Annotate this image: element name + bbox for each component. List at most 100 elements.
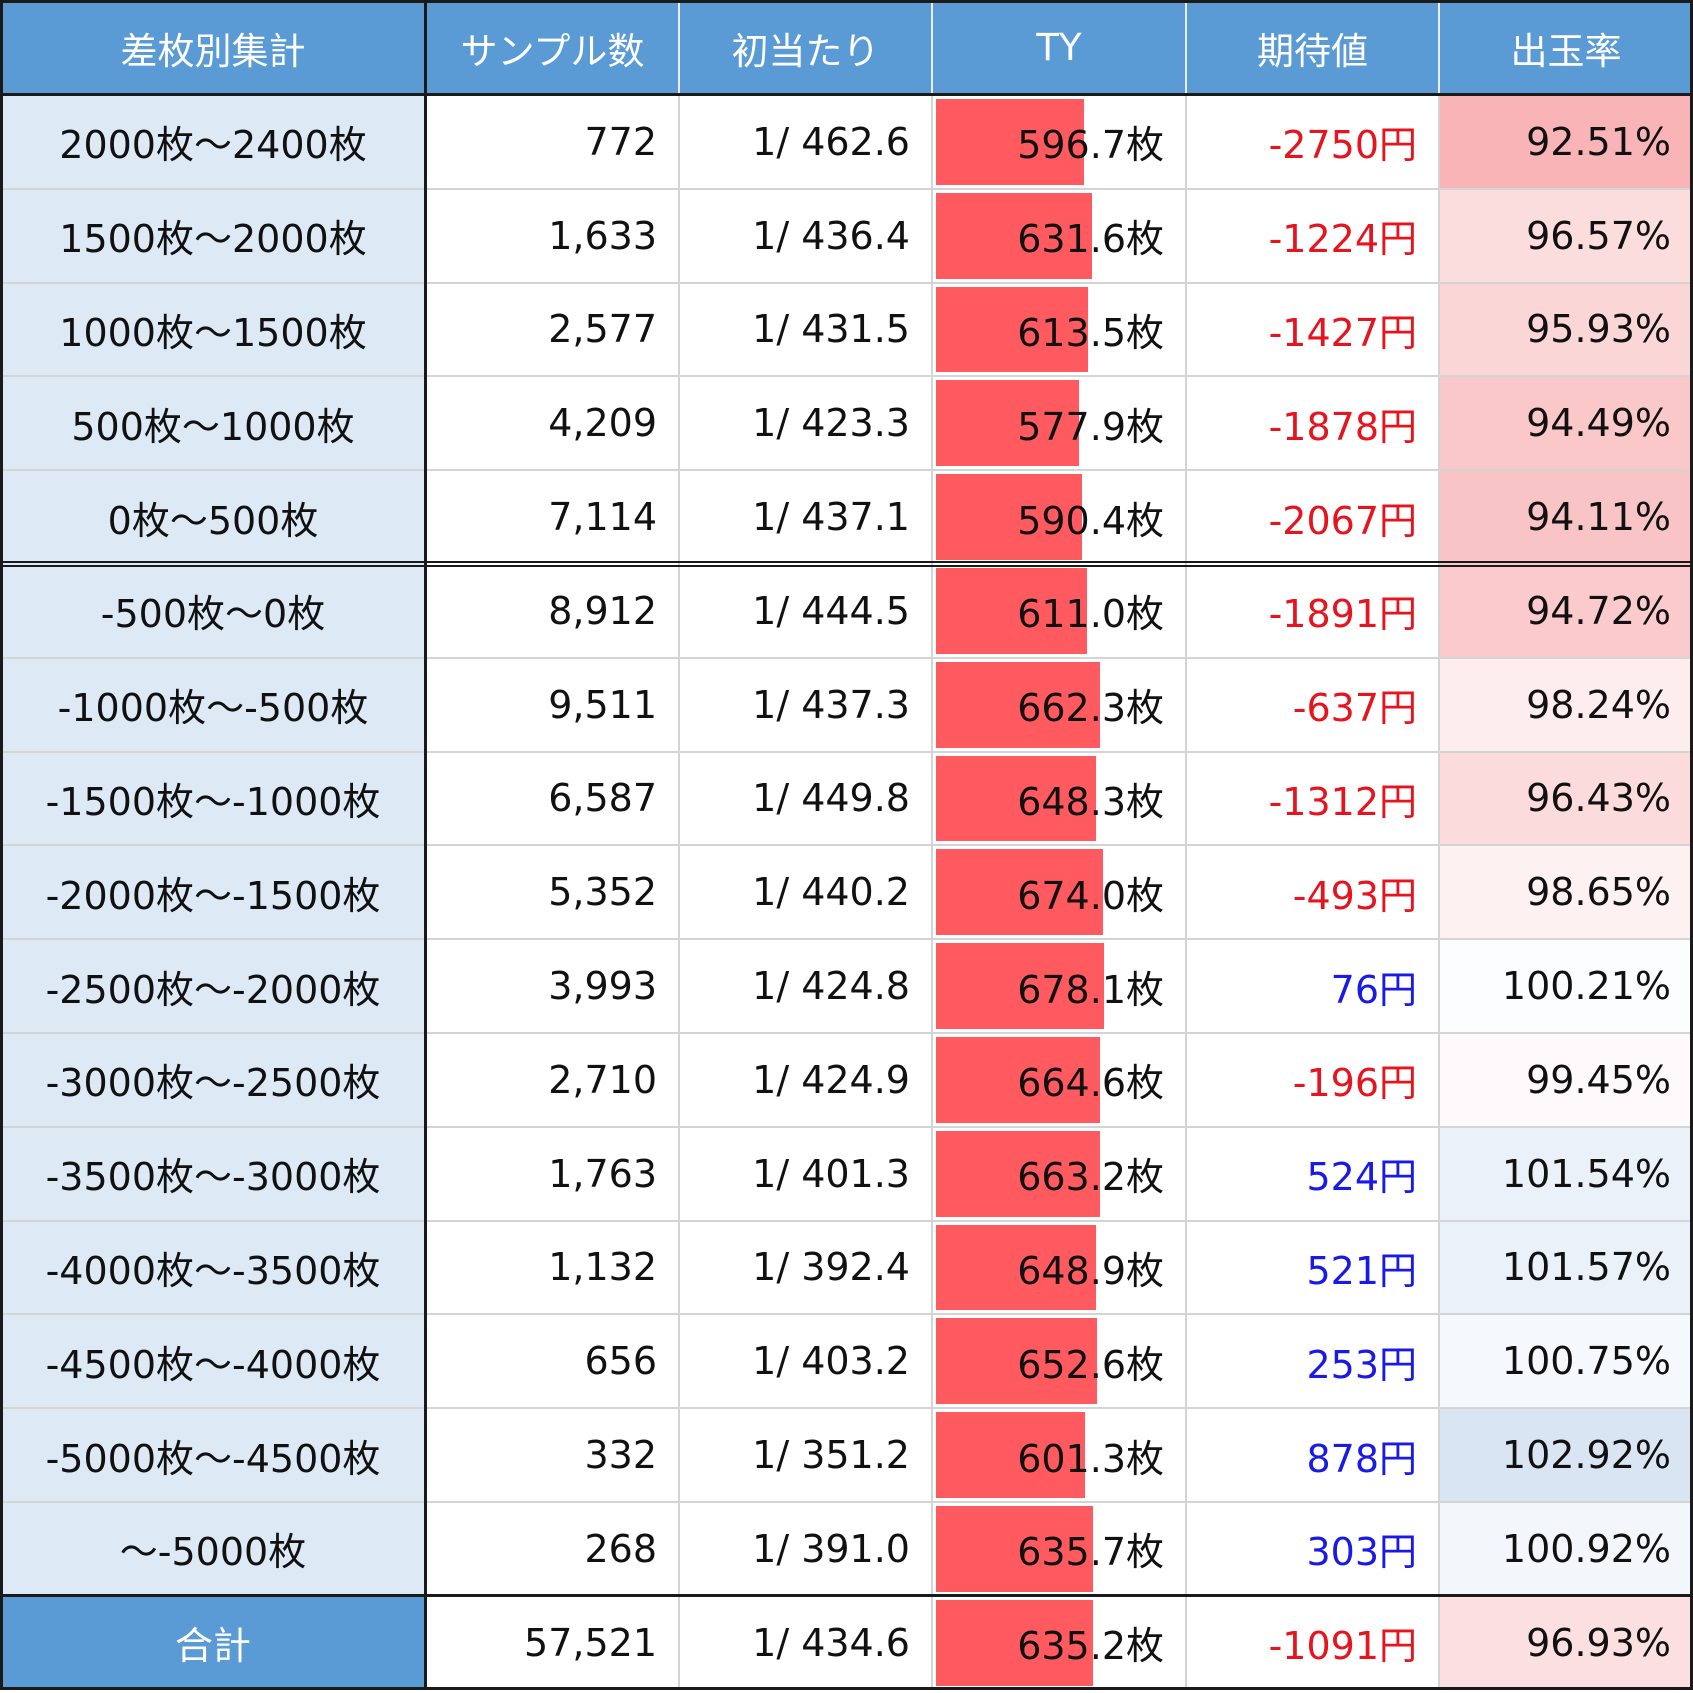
row-ty-cell-text: 662.3枚 bbox=[1017, 686, 1164, 731]
row-payout-cell: 98.65% bbox=[1439, 845, 1693, 940]
frame-left bbox=[0, 0, 3, 1690]
row-payout-cell: 102.92% bbox=[1439, 1408, 1693, 1502]
row-ty-cell-text: 652.6枚 bbox=[1017, 1342, 1164, 1387]
row-expected-cell: -1224円 bbox=[1186, 189, 1439, 283]
row-expected-cell: -637円 bbox=[1186, 658, 1439, 752]
row-label-cell-text: 2000枚～2400枚 bbox=[59, 123, 367, 168]
row-label-cell: 1500枚～2000枚 bbox=[0, 188, 426, 283]
row-first-hit-cell-text: 1/ 423.3 bbox=[752, 401, 910, 446]
ty-bar bbox=[936, 1130, 1100, 1217]
row-ty-cell-text: 674.0枚 bbox=[1017, 873, 1164, 918]
row-divider bbox=[0, 750, 1693, 753]
row-payout-cell-text: 94.72% bbox=[1526, 588, 1671, 633]
ty-bar bbox=[936, 568, 1088, 654]
row-first-hit-cell-text: 1/ 403.2 bbox=[752, 1339, 910, 1384]
row-payout-cell: 100.75% bbox=[1439, 1314, 1693, 1409]
row-samples-cell-text: 656 bbox=[584, 1339, 657, 1384]
row-expected-cell-text: -1427円 bbox=[1268, 310, 1417, 355]
row-expected-cell: -1878円 bbox=[1186, 376, 1439, 470]
row-expected-cell-text: 524円 bbox=[1306, 1155, 1417, 1200]
row-expected-cell-text: 76円 bbox=[1330, 967, 1417, 1012]
row-samples-cell-text: 6,587 bbox=[548, 776, 657, 821]
row-samples-cell-text: 9,511 bbox=[548, 682, 657, 727]
ty-bar bbox=[936, 1599, 1093, 1686]
row-expected-cell: 878円 bbox=[1186, 1408, 1439, 1502]
row-payout-cell-text: 94.11% bbox=[1526, 495, 1671, 540]
row-divider bbox=[0, 281, 1693, 284]
row-ty-cell: 652.6枚 bbox=[932, 1314, 1186, 1408]
row-expected-cell: -1427円 bbox=[1186, 283, 1439, 377]
row-ty-cell-text: 648.9枚 bbox=[1017, 1248, 1164, 1293]
row-first-hit-cell-text: 1/ 444.5 bbox=[752, 588, 910, 633]
row-samples-cell-text: 4,209 bbox=[548, 401, 657, 446]
row-ty-cell: 596.7枚 bbox=[932, 95, 1186, 189]
row-samples-cell: 1,763 bbox=[426, 1127, 679, 1221]
row-payout-cell-text: 95.93% bbox=[1526, 307, 1671, 352]
row-expected-cell-text: -2750円 bbox=[1268, 123, 1417, 168]
row-samples-cell: 268 bbox=[426, 1502, 679, 1596]
header-payout-text: 出玉率 bbox=[1510, 29, 1622, 73]
row-samples-cell-text: 3,993 bbox=[548, 964, 657, 1009]
ty-bar bbox=[936, 1412, 1085, 1498]
row-first-hit-cell-text: 1/ 391.0 bbox=[752, 1526, 910, 1571]
row-label-cell: 0枚～500枚 bbox=[0, 470, 426, 564]
row-expected-cell-text: -637円 bbox=[1292, 686, 1417, 731]
row-first-hit-cell-text: 1/ 437.1 bbox=[752, 495, 910, 540]
row-ty-cell-text: 663.2枚 bbox=[1017, 1155, 1164, 1200]
column-divider bbox=[931, 95, 933, 1690]
row-label-cell: -5000枚～-4500枚 bbox=[0, 1408, 426, 1502]
header-divider bbox=[931, 0, 933, 95]
row-label-cell: -3500枚～-3000枚 bbox=[0, 1126, 426, 1221]
row-payout-cell-text: 101.54% bbox=[1501, 1151, 1671, 1196]
row-samples-cell: 5,352 bbox=[426, 845, 679, 939]
row-payout-cell: 96.43% bbox=[1439, 751, 1693, 846]
row-samples-cell: 656 bbox=[426, 1314, 679, 1408]
row-divider bbox=[0, 1125, 1693, 1128]
row-label-cell: -4000枚～-3500枚 bbox=[0, 1220, 426, 1315]
row-first-hit-cell-text: 1/ 424.9 bbox=[752, 1057, 910, 1102]
header-first-hit-text: 初当たり bbox=[731, 29, 880, 73]
row-expected-cell: -2750円 bbox=[1186, 95, 1439, 189]
row-expected-cell-text: -2067円 bbox=[1268, 498, 1417, 543]
total-expected-cell-text: -1091円 bbox=[1268, 1624, 1417, 1669]
total-label-cell-text: 合計 bbox=[174, 1624, 251, 1669]
row-divider bbox=[0, 656, 1693, 659]
row-expected-cell: -196円 bbox=[1186, 1033, 1439, 1127]
row-ty-cell: 613.5枚 bbox=[932, 283, 1186, 377]
row-first-hit-cell: 1/ 449.8 bbox=[679, 752, 932, 846]
row-label-cell: 500枚～1000枚 bbox=[0, 376, 426, 471]
row-first-hit-cell: 1/ 431.5 bbox=[679, 283, 932, 377]
total-payout-cell: 96.93% bbox=[1439, 1595, 1693, 1690]
row-samples-cell: 7,114 bbox=[426, 470, 679, 564]
row-payout-cell: 98.24% bbox=[1439, 657, 1693, 752]
row-label-cell-text: -2500枚～-2000枚 bbox=[45, 967, 381, 1012]
total-samples-cell-text: 57,521 bbox=[524, 1620, 657, 1665]
row-payout-cell-text: 100.21% bbox=[1501, 964, 1671, 1009]
row-ty-cell: 648.3枚 bbox=[932, 752, 1186, 846]
ty-bar bbox=[936, 1506, 1094, 1592]
header-divider bbox=[1438, 0, 1440, 95]
row-label-cell-text: -3000枚～-2500枚 bbox=[45, 1061, 381, 1106]
row-first-hit-cell: 1/ 437.1 bbox=[679, 470, 932, 564]
header-divider bbox=[678, 0, 680, 95]
row-samples-cell-text: 8,912 bbox=[548, 588, 657, 633]
row-first-hit-cell-text: 1/ 462.6 bbox=[752, 119, 910, 164]
header-samples: サンプル数 bbox=[426, 0, 679, 95]
row-first-hit-cell-text: 1/ 437.3 bbox=[752, 682, 910, 727]
row-ty-cell-text: 590.4枚 bbox=[1017, 498, 1164, 543]
row-payout-cell-text: 92.51% bbox=[1526, 119, 1671, 164]
row-divider bbox=[0, 187, 1693, 190]
row-label-cell-text: -4000枚～-3500枚 bbox=[45, 1248, 381, 1293]
row-expected-cell-text: -196円 bbox=[1292, 1061, 1417, 1106]
row-samples-cell-text: 2,710 bbox=[548, 1057, 657, 1102]
row-samples-cell-text: 7,114 bbox=[548, 495, 657, 540]
total-expected-cell: -1091円 bbox=[1186, 1596, 1439, 1690]
total-ty-cell: 635.2枚 bbox=[932, 1596, 1186, 1690]
ty-bar bbox=[936, 286, 1088, 373]
row-label-cell-text: 1500枚～2000枚 bbox=[59, 217, 367, 262]
row-ty-cell-text: 596.7枚 bbox=[1017, 123, 1164, 168]
row-first-hit-cell: 1/ 401.3 bbox=[679, 1127, 932, 1221]
header-expected-text: 期待値 bbox=[1257, 29, 1368, 73]
row-label-cell: -4500枚～-4000枚 bbox=[0, 1314, 426, 1409]
row-ty-cell-text: 601.3枚 bbox=[1017, 1436, 1164, 1481]
